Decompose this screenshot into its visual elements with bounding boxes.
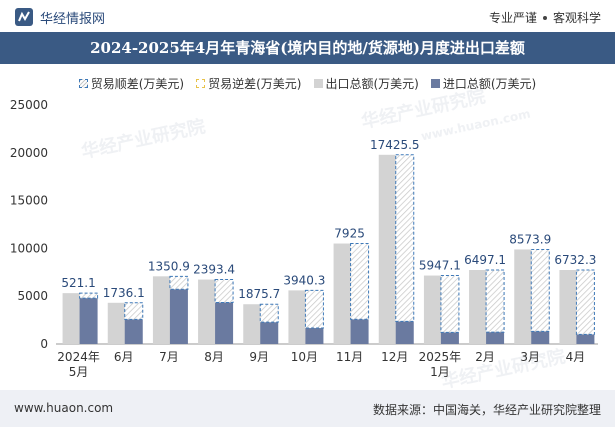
title-bar: 2024-2025年4月年青海省(境内目的地/货源地)月度进出口差额 — [0, 32, 615, 64]
export-bar — [107, 302, 126, 344]
surplus-data-label: 1736.1 — [103, 286, 145, 300]
import-bar — [215, 302, 234, 344]
export-bar — [514, 249, 533, 344]
surplus-data-label: 17425.5 — [370, 138, 420, 152]
footer: www.huaon.com 数据来源：中国海关，华经产业研究院整理 — [0, 390, 615, 427]
x-tick-label: 11月 — [336, 350, 363, 364]
surplus-bar — [214, 279, 234, 303]
y-tick-label: 10000 — [10, 241, 48, 255]
export-bar — [559, 270, 578, 344]
import-bar — [260, 322, 279, 344]
legend-label-import: 进口总额(万美元) — [442, 76, 537, 91]
x-tick-label: 12月 — [381, 350, 408, 364]
x-tick-label: 6月 — [114, 350, 134, 364]
slogan-tag-2: 客观科学 — [552, 11, 601, 25]
import-bar — [440, 332, 459, 344]
legend-swatch-surplus — [78, 78, 88, 88]
legend-label-surplus: 贸易顺差(万美元) — [90, 76, 185, 91]
y-tick-label: 20000 — [10, 146, 48, 160]
slogan: 专业严谨 客观科学 — [489, 9, 601, 26]
surplus-data-label: 6732.3 — [554, 253, 596, 267]
x-tick-label: 10月 — [291, 350, 318, 364]
surplus-bar — [440, 275, 460, 333]
x-tick-label: 4月 — [566, 350, 586, 364]
legend-item-deficit[interactable]: 贸易逆差(万美元) — [196, 74, 302, 92]
import-bar — [486, 332, 505, 344]
surplus-data-label: 3940.3 — [283, 273, 325, 287]
import-bar — [305, 328, 324, 344]
x-tick-label: 2024年 5月 — [57, 350, 100, 379]
surplus-bar — [124, 302, 144, 320]
export-bar — [243, 304, 262, 344]
export-bar — [378, 154, 397, 344]
surplus-bar — [395, 154, 415, 322]
legend-label-deficit: 贸易逆差(万美元) — [208, 76, 302, 91]
x-tick-label: 9月 — [249, 350, 269, 364]
slogan-tag-1: 专业严谨 — [488, 11, 537, 25]
chart-title: 2024-2025年4月年青海省(境内目的地/货源地)月度进出口差额 — [90, 39, 525, 57]
surplus-data-label: 521.1 — [61, 276, 95, 290]
x-tick-label: 7月 — [159, 350, 179, 364]
legend-swatch-export — [313, 78, 323, 88]
surplus-bar — [575, 269, 595, 335]
surplus-data-label: 1350.9 — [148, 259, 190, 273]
legend-item-surplus[interactable]: 贸易顺差(万美元) — [78, 74, 185, 92]
x-tick-label: 3月 — [520, 350, 540, 364]
export-bar — [62, 293, 81, 344]
chart-legend: 贸易顺差(万美元) 贸易逆差(万美元) 出口总额(万美元) 进口总额(万美元) — [0, 74, 615, 92]
top-bar: 华经情报网 专业严谨 客观科学 — [0, 0, 615, 32]
export-bar — [152, 276, 171, 344]
surplus-bar — [169, 275, 189, 290]
brand-logo-icon — [15, 8, 33, 26]
separator-dot-icon — [542, 15, 547, 20]
import-bar — [79, 298, 98, 344]
import-bar — [395, 321, 414, 344]
export-bar — [288, 290, 307, 344]
legend-swatch-import — [430, 78, 440, 88]
x-tick-label: 8月 — [204, 350, 224, 364]
y-tick-label: 5000 — [17, 289, 48, 303]
export-bar — [198, 279, 217, 344]
surplus-data-label: 5947.1 — [419, 259, 461, 273]
footer-source: 数据来源：中国海关，华经产业研究院整理 — [372, 403, 601, 417]
footer-site-link[interactable]: www.huaon.com — [14, 401, 114, 415]
import-bar — [350, 319, 369, 344]
legend-swatch-deficit — [196, 78, 206, 88]
import-bar — [169, 289, 188, 344]
y-tick-label: 0 — [40, 337, 48, 351]
import-bar — [124, 319, 143, 344]
y-tick-label: 25000 — [10, 98, 48, 112]
surplus-data-label: 6497.1 — [464, 253, 506, 267]
surplus-bar — [530, 248, 550, 332]
surplus-data-label: 2393.4 — [193, 263, 235, 277]
x-tick-label: 2月 — [475, 350, 495, 364]
legend-item-import[interactable]: 进口总额(万美元) — [430, 74, 537, 92]
surplus-bar — [350, 243, 370, 320]
surplus-data-label: 1875.7 — [238, 287, 280, 301]
brand-name: 华经情报网 — [40, 11, 106, 27]
y-tick-label: 15000 — [10, 194, 48, 208]
surplus-bar — [485, 269, 505, 333]
surplus-bar — [304, 289, 324, 329]
surplus-bar — [79, 292, 99, 299]
legend-label-export: 出口总额(万美元) — [325, 76, 419, 91]
surplus-data-label: 8573.9 — [509, 232, 551, 246]
bar-chart: 0 5000 10000 15000 20000 25000 521.1 2024年 5月 173… — [10, 98, 598, 379]
export-bar — [333, 243, 352, 344]
import-bar — [576, 334, 595, 344]
legend-item-export[interactable]: 出口总额(万美元) — [313, 74, 419, 92]
import-bar — [531, 331, 550, 344]
brand[interactable]: 华经情报网 — [14, 7, 105, 27]
export-bar — [469, 270, 488, 344]
export-bar — [423, 275, 442, 344]
surplus-bar — [259, 303, 279, 323]
surplus-data-label: 7925 — [334, 227, 365, 241]
x-tick-label: 2025年 1月 — [419, 350, 462, 379]
